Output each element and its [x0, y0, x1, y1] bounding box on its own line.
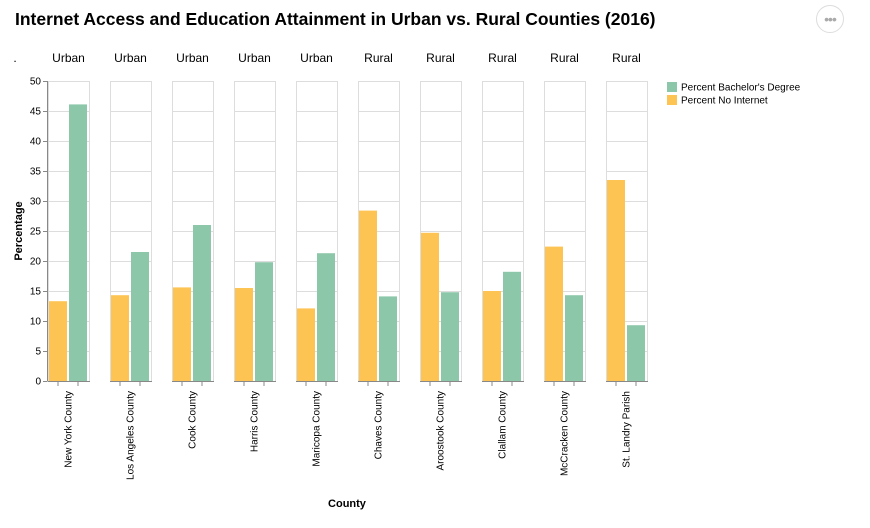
bar-bachelors — [441, 292, 459, 381]
county-label: Aroostook County — [436, 391, 447, 471]
bar-bachelors — [255, 262, 273, 381]
bar-bachelors — [317, 253, 335, 381]
county-label: Harris County — [250, 391, 261, 452]
bar-no-internet — [111, 295, 129, 381]
county-label: Clallam County — [498, 391, 509, 459]
facet-header: Rural — [612, 51, 641, 65]
facet-header: Urban — [300, 51, 333, 65]
bar-no-internet — [483, 291, 501, 381]
x-axis-title: County — [328, 498, 367, 510]
facet-header: Urban — [114, 51, 147, 65]
y-tick-label: 0 — [35, 377, 41, 388]
county-label: Maricopa County — [312, 391, 323, 467]
y-tick-label: 20 — [30, 257, 42, 268]
facet-header: Rural — [364, 51, 393, 65]
bar-bachelors — [565, 295, 583, 381]
bar-no-internet — [421, 233, 439, 381]
bar-no-internet — [49, 301, 67, 381]
county-label: Cook County — [188, 391, 199, 449]
legend-swatch — [667, 82, 677, 92]
y-tick-label: 35 — [30, 167, 42, 178]
county-label: Chaves County — [374, 391, 385, 459]
county-label: Los Angeles County — [126, 391, 137, 480]
y-tick-label: 30 — [30, 197, 42, 208]
bar-bachelors — [131, 252, 149, 381]
legend-entry: Percent No Internet — [681, 96, 768, 107]
bar-bachelors — [69, 104, 87, 381]
facet-header: Urban — [238, 51, 271, 65]
y-tick-label: 5 — [35, 347, 41, 358]
legend-swatch — [667, 95, 677, 105]
y-tick-label: 15 — [30, 287, 42, 298]
facet-header: Rural — [550, 51, 579, 65]
county-label: St. Landry Parish — [622, 391, 633, 468]
facet-header: Rural — [426, 51, 455, 65]
bar-no-internet — [235, 288, 253, 381]
bar-no-internet — [545, 247, 563, 381]
bar-bachelors — [503, 272, 521, 381]
bar-no-internet — [297, 308, 315, 381]
y-tick-label: 50 — [30, 77, 42, 88]
y-tick-label: 40 — [30, 137, 42, 148]
county-label: McCracken County — [560, 391, 571, 476]
bar-no-internet — [607, 180, 625, 381]
y-tick-label: 10 — [30, 317, 42, 328]
facet-header-label: . — [13, 51, 16, 65]
bar-bachelors — [379, 296, 397, 381]
bar-bachelors — [627, 325, 645, 381]
facet-header: Rural — [488, 51, 517, 65]
facet-header: Urban — [176, 51, 209, 65]
y-tick-label: 25 — [30, 227, 42, 238]
county-label: New York County — [64, 391, 75, 468]
bar-no-internet — [173, 287, 191, 381]
bar-no-internet — [359, 211, 377, 381]
facet-header: Urban — [52, 51, 85, 65]
y-axis-title: Percentage — [13, 201, 25, 260]
y-tick-label: 45 — [30, 107, 42, 118]
bar-bachelors — [193, 225, 211, 381]
legend-entry: Percent Bachelor's Degree — [681, 83, 801, 94]
